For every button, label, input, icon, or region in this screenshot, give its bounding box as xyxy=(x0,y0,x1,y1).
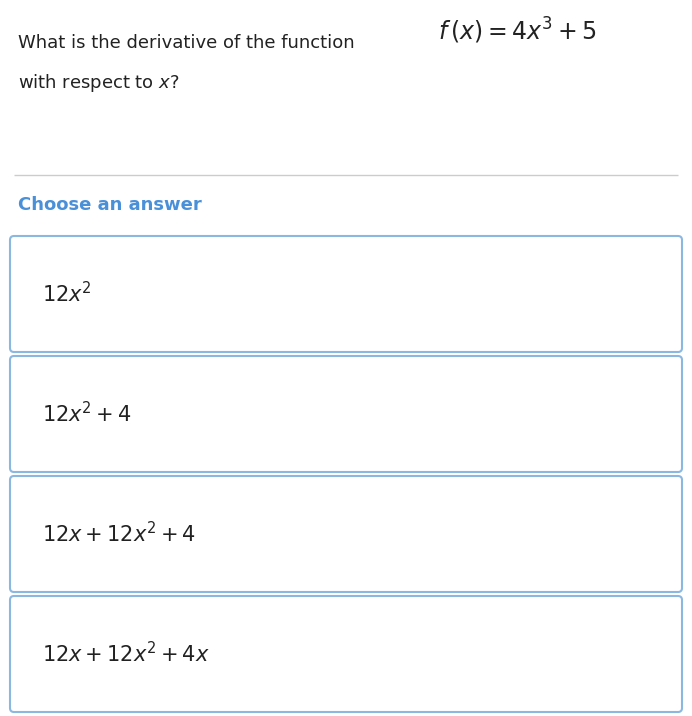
Text: $f\,(x) = 4x^3 + 5$: $f\,(x) = 4x^3 + 5$ xyxy=(438,16,597,46)
FancyBboxPatch shape xyxy=(10,476,682,592)
Text: $12x + 12x^2 + 4$: $12x + 12x^2 + 4$ xyxy=(42,521,196,546)
Text: What is the derivative of the function: What is the derivative of the function xyxy=(18,34,354,52)
FancyBboxPatch shape xyxy=(10,356,682,472)
Text: with respect to $x$?: with respect to $x$? xyxy=(18,72,180,94)
FancyBboxPatch shape xyxy=(10,236,682,352)
Text: $12x^2$: $12x^2$ xyxy=(42,281,92,306)
Text: $12x + 12x^2 + 4x$: $12x + 12x^2 + 4x$ xyxy=(42,642,210,667)
FancyBboxPatch shape xyxy=(10,596,682,712)
Text: Choose an answer: Choose an answer xyxy=(18,196,202,214)
Text: $12x^2 + 4$: $12x^2 + 4$ xyxy=(42,402,131,427)
